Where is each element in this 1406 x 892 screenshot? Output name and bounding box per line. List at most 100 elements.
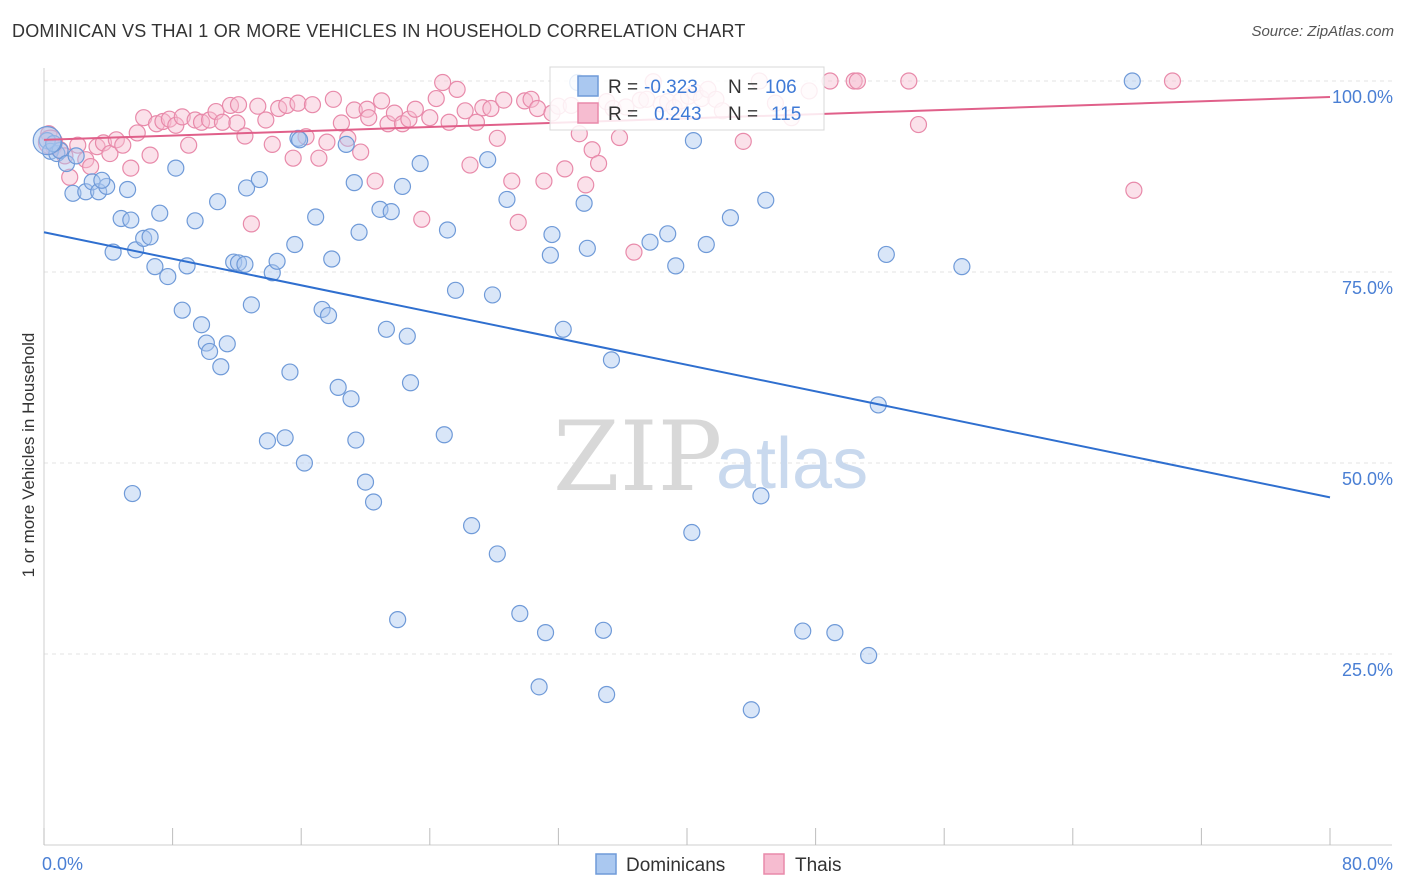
thais-point <box>413 210 431 228</box>
thais-point <box>249 97 267 115</box>
thais-point <box>495 91 513 109</box>
dominicans-point <box>684 131 703 150</box>
dominicans-swatch-icon <box>577 75 599 97</box>
thais-point <box>434 73 452 92</box>
thais-r-value: 0.243 <box>654 104 702 125</box>
dominicans-point <box>683 523 701 542</box>
dominicans-point <box>483 286 502 304</box>
thais-point <box>456 102 474 120</box>
axes <box>43 68 1392 846</box>
dominicans-point <box>186 212 204 230</box>
legend-thais-label: Thais <box>795 855 841 876</box>
thais-point <box>236 127 254 145</box>
thais-point <box>848 72 866 90</box>
thais-point <box>421 109 439 127</box>
dominicans-point <box>347 431 365 449</box>
dominicans-point <box>721 209 740 227</box>
thais-point <box>114 136 132 154</box>
thais-point <box>128 124 146 142</box>
dominicans-point <box>377 320 395 338</box>
y-tick-labels: 25.0% 50.0% 75.0% 100.0% <box>1332 87 1393 680</box>
thais-point <box>228 114 246 132</box>
dominicans-n-label: N = <box>728 77 758 98</box>
dominicans-point <box>77 183 95 201</box>
dominicans-point <box>218 335 236 353</box>
dominicans-point <box>276 429 294 447</box>
thais-point <box>173 108 191 126</box>
dominicans-points <box>32 72 1141 719</box>
dominicans-point <box>389 611 407 629</box>
dominicans-point <box>575 194 593 212</box>
source-credit: Source: ZipAtlas.com <box>1251 23 1394 40</box>
grid-lines <box>44 80 1392 655</box>
dominicans-point <box>364 493 383 511</box>
thais-point <box>141 146 159 164</box>
dominicans-point <box>250 170 269 189</box>
thais-point <box>448 80 466 99</box>
thais-point <box>406 100 424 118</box>
thais-point <box>583 141 601 159</box>
dominicans-point <box>281 363 299 381</box>
dominicans-point <box>209 193 227 211</box>
x-tick-label: 0.0% <box>42 854 83 874</box>
thais-point <box>207 102 225 121</box>
thais-point <box>509 213 527 231</box>
dominicans-point <box>462 517 481 535</box>
dominicans-point <box>135 229 153 247</box>
dominicans-r-label: R = <box>608 77 638 98</box>
thais-point <box>332 114 350 132</box>
dominicans-point <box>752 487 770 505</box>
dominicans-point <box>295 454 314 472</box>
thais-point <box>556 160 574 178</box>
dominicans-point <box>554 320 572 338</box>
dominicans-point <box>757 191 775 209</box>
thais-point <box>69 136 87 154</box>
dominicans-point <box>488 545 506 563</box>
dominicans-point <box>146 258 164 276</box>
dominicans-point <box>268 252 286 270</box>
dominicans-point <box>236 255 254 273</box>
thais-point <box>263 135 281 154</box>
stats-box: R = -0.323 N = 106 R = 0.243 N = 115 <box>549 66 825 131</box>
thais-point <box>366 172 384 190</box>
dominicans-point <box>860 646 878 665</box>
chart-title: DOMINICAN VS THAI 1 OR MORE VEHICLES IN … <box>12 21 746 41</box>
thais-point <box>160 110 178 128</box>
thais-point <box>528 99 547 118</box>
dominicans-point <box>123 484 142 503</box>
y-tick-label: 100.0% <box>1332 87 1393 107</box>
dominicans-point <box>438 221 457 239</box>
thais-point <box>352 143 370 161</box>
thais-point <box>427 89 445 108</box>
watermark: ZIP atlas <box>553 401 868 513</box>
dominicans-point <box>307 208 325 226</box>
thais-point <box>440 113 458 131</box>
dominicans-point <box>141 228 159 246</box>
dominicans-point <box>319 306 338 325</box>
dominicans-point <box>536 624 555 642</box>
dominicans-r-value: -0.323 <box>644 77 698 98</box>
dominicans-point <box>290 131 309 149</box>
dominicans-point <box>667 257 685 275</box>
dominicans-point <box>446 281 465 299</box>
dominicans-point <box>345 174 363 192</box>
thais-point <box>488 129 506 147</box>
dominicans-point <box>953 258 971 276</box>
dominicans-point <box>794 622 812 640</box>
thais-point <box>242 215 260 233</box>
dominicans-point <box>578 239 596 257</box>
thais-point <box>229 96 248 114</box>
dominicans-point <box>530 678 548 696</box>
dominicans-point <box>286 235 304 254</box>
thais-point <box>372 92 391 110</box>
thais-point <box>289 94 307 112</box>
dominicans-point <box>122 211 140 229</box>
thais-point <box>61 168 79 186</box>
thais-point <box>734 132 752 150</box>
watermark-atlas: atlas <box>716 424 868 504</box>
dominicans-point <box>342 390 360 408</box>
thais-point <box>909 115 928 134</box>
thais-point <box>522 90 540 108</box>
dominicans-point <box>641 233 659 251</box>
thais-point <box>122 159 140 177</box>
